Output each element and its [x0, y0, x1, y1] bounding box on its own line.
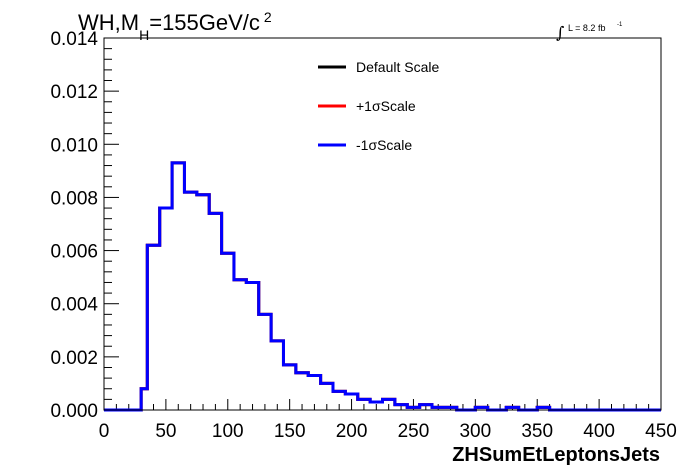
x-tick-label: 400 [583, 421, 615, 442]
luminosity-text: L = 8.2 fb [568, 23, 605, 33]
title-superscript: 2 [264, 9, 272, 25]
y-tick-label: 0.006 [50, 242, 98, 263]
y-tick-label: 0.012 [50, 82, 98, 103]
legend-label: +1σScale [356, 98, 416, 114]
x-tick-label: 450 [645, 421, 677, 442]
y-tick-label: 0.008 [50, 188, 98, 209]
luminosity-integral-symbol: ∫ [556, 23, 564, 42]
legend-label: -1σScale [356, 137, 412, 153]
x-tick-label: 100 [212, 421, 244, 442]
title-subscript: H [139, 27, 149, 43]
series-line-3 [104, 161, 661, 412]
title-rest: =155GeV/c [149, 10, 260, 35]
y-tick-label: 0.000 [50, 401, 98, 422]
x-tick-label: 200 [336, 421, 368, 442]
x-tick-label: 250 [398, 421, 430, 442]
legend-label: Default Scale [356, 59, 439, 75]
x-tick-label: 150 [274, 421, 306, 442]
luminosity-label: ∫ L = 8.2 fb -1 [556, 22, 623, 42]
x-tick-label: 0 [99, 421, 110, 442]
x-axis-title: ZHSumEtLeptonsJets [452, 444, 660, 466]
y-tick-label: 0.002 [50, 348, 98, 369]
plot-frame [103, 37, 662, 411]
luminosity-superscript: -1 [617, 22, 623, 28]
chart-title: WH,MH=155GeV/c 2 [78, 9, 272, 43]
y-tick-label: 0.014 [50, 29, 98, 50]
x-tick-label: 350 [521, 421, 553, 442]
y-tick-label: 0.004 [50, 295, 98, 316]
x-tick-label: 300 [459, 421, 491, 442]
title-main: WH,M [78, 10, 139, 35]
x-tick-label: 50 [155, 421, 176, 442]
y-tick-label: 0.010 [50, 135, 98, 156]
